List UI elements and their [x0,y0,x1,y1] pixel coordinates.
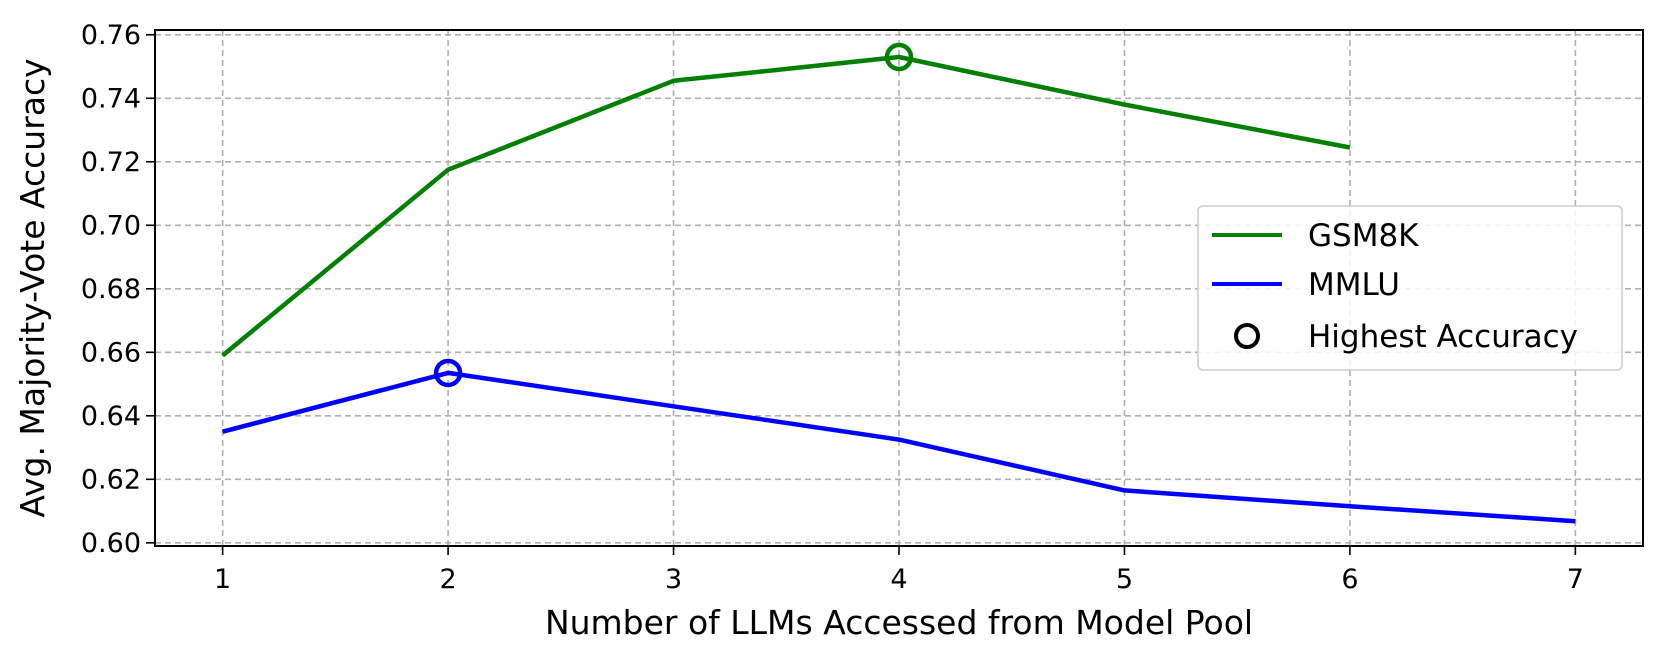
series-lines [221,54,1576,524]
y-tick-label: 0.64 [81,401,141,432]
y-tick-label: 0.76 [81,20,141,51]
legend-label-highest-accuracy: Highest Accuracy [1308,319,1578,355]
y-axis-label: Avg. Majority-Vote Accuracy [13,58,52,517]
x-tick-label: 6 [1341,564,1358,595]
x-tick-label: 4 [890,564,907,595]
x-tick-label: 2 [439,564,456,595]
legend: GSM8K MMLU Highest Accuracy [1197,205,1623,371]
highest-accuracy-marker-mmlu [433,358,463,388]
series-line-gsm8k [221,54,1351,358]
highest-accuracy-marker-gsm8k [884,42,914,72]
series-line-mmlu [222,370,1576,524]
x-axis-label: Number of LLMs Accessed from Model Pool [545,603,1253,642]
y-tick-label: 0.68 [81,274,141,305]
y-tick-label: 0.74 [81,83,141,114]
y-tick-label: 0.72 [81,147,141,178]
y-tick-label: 0.70 [81,210,141,241]
legend-label-mmlu: MMLU [1308,267,1400,303]
y-tick-label: 0.66 [81,337,141,368]
x-tick-label: 1 [214,564,231,595]
x-tick-label: 3 [665,564,682,595]
y-tick-label: 0.62 [81,464,141,495]
highlight-markers [433,42,914,388]
x-tick-label: 7 [1567,564,1584,595]
legend-label-gsm8k: GSM8K [1308,218,1419,254]
legend-swatch-highest-accuracy [1234,323,1260,349]
x-tick-label: 5 [1116,564,1133,595]
y-tick-label: 0.60 [81,528,141,559]
legend-box [1197,205,1623,371]
axis-ticks: 1 2 3 4 5 6 7 0.60 0.62 0.64 0.66 0.68 0.70 0.72 0.74 0… [81,20,1584,595]
